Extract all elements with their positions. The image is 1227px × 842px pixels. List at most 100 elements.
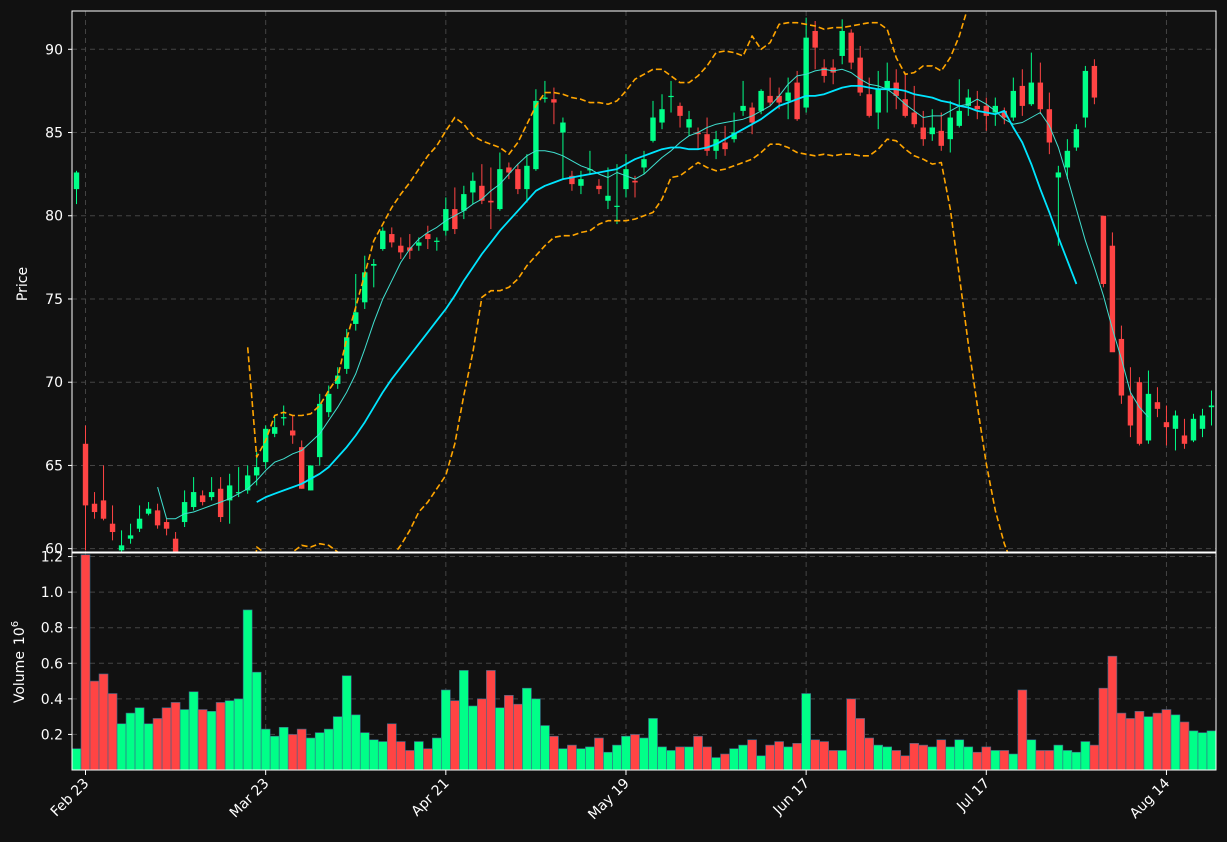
candle-body [560, 122, 566, 133]
candle-body [1172, 415, 1179, 429]
volume-bar [837, 750, 847, 770]
candle-body [1208, 405, 1215, 408]
candle-body [199, 495, 206, 503]
candle-body [443, 209, 449, 231]
volume-bar [567, 744, 577, 770]
candle-body [983, 105, 990, 116]
price-axis-label: Price [15, 267, 31, 301]
volume-bar [1098, 687, 1109, 770]
volume-bar [954, 739, 965, 770]
sma-slow-line [256, 85, 1078, 503]
volume-bar [242, 609, 253, 770]
volume-bar [116, 723, 127, 770]
candle-body [154, 510, 161, 526]
volume-bar [1062, 750, 1073, 770]
volume-bar [1134, 711, 1145, 770]
candle-body [497, 169, 503, 210]
candle-body [398, 245, 404, 253]
candle-body [542, 97, 548, 99]
volume-bar [981, 746, 992, 770]
candle-body [317, 403, 323, 458]
candle-body [740, 105, 746, 111]
candle-body [235, 492, 242, 494]
volume-bar [1107, 655, 1118, 770]
candle-body [731, 132, 737, 140]
candle-body [830, 67, 836, 73]
volume-multiplier-base: 10 [12, 627, 28, 645]
volume-bar [801, 693, 811, 770]
volume-bar [666, 750, 676, 770]
candle-body [118, 545, 125, 551]
volume-bar [1161, 709, 1172, 770]
volume-bar [161, 707, 172, 770]
volume-bar [540, 725, 550, 770]
candle-body [866, 94, 872, 116]
candle-body [929, 127, 935, 135]
volume-bar [558, 748, 568, 770]
candle-body [623, 169, 629, 190]
sma-fast-line [157, 68, 1149, 520]
candle-body [461, 194, 467, 211]
volume-bar [594, 737, 604, 770]
candle-body [722, 142, 728, 150]
volume-bar [864, 737, 875, 770]
candle-body [280, 417, 287, 419]
volume-bar [945, 746, 956, 770]
volume-bar [233, 698, 244, 770]
volume-bar [999, 750, 1010, 770]
candle-body [226, 485, 233, 501]
candle-body [353, 312, 359, 324]
volume-bar [224, 700, 235, 770]
volume-bar [1125, 718, 1136, 770]
volume-bar [1206, 730, 1216, 770]
volume-bar [296, 728, 307, 770]
candle-body [172, 538, 179, 552]
candle-body [1028, 82, 1035, 105]
volume-bar [332, 716, 343, 770]
candle-body [1136, 382, 1143, 444]
volume-bar [1017, 689, 1028, 770]
volume-bar [260, 728, 271, 770]
price-tick-label: 85 [45, 126, 63, 142]
volume-bar [1044, 750, 1055, 770]
price-tick-label: 65 [45, 458, 63, 474]
candle-body [1091, 65, 1098, 98]
volume-bar [513, 703, 523, 770]
candle-body [1199, 415, 1206, 429]
volume-bar [89, 680, 100, 770]
candle-body [163, 522, 170, 529]
price-tick-label: 60 [45, 542, 63, 558]
candle-body [389, 234, 395, 243]
candle-body [785, 92, 791, 101]
candle-body [1145, 393, 1152, 441]
candle-body [524, 165, 530, 190]
candle-body [947, 117, 953, 140]
volume-bar [756, 755, 766, 770]
volume-bar [1053, 744, 1064, 770]
volume-bar [1035, 750, 1046, 770]
candle-body [335, 375, 341, 384]
candle-body [857, 57, 863, 93]
volume-bar [1152, 712, 1163, 770]
candle-body [803, 37, 809, 108]
candle-body [1019, 85, 1026, 106]
volume-bar [504, 694, 514, 770]
candle-body [974, 105, 980, 110]
candle-body [100, 500, 107, 519]
volume-bar [278, 727, 289, 770]
volume-bar [1008, 753, 1019, 770]
candle-body [253, 467, 260, 476]
volume-bar [648, 718, 658, 770]
candle-body [587, 169, 593, 171]
candle-body [271, 427, 278, 434]
volume-bar [972, 751, 983, 770]
volume-bar [819, 741, 829, 770]
volume-bar [585, 746, 595, 770]
candle-body [551, 99, 557, 103]
candle-body [821, 67, 827, 76]
candle-body [1127, 395, 1134, 426]
volume-tick-label: 0.8 [41, 621, 63, 637]
volume-bar [882, 746, 893, 770]
candle-body [695, 132, 701, 135]
